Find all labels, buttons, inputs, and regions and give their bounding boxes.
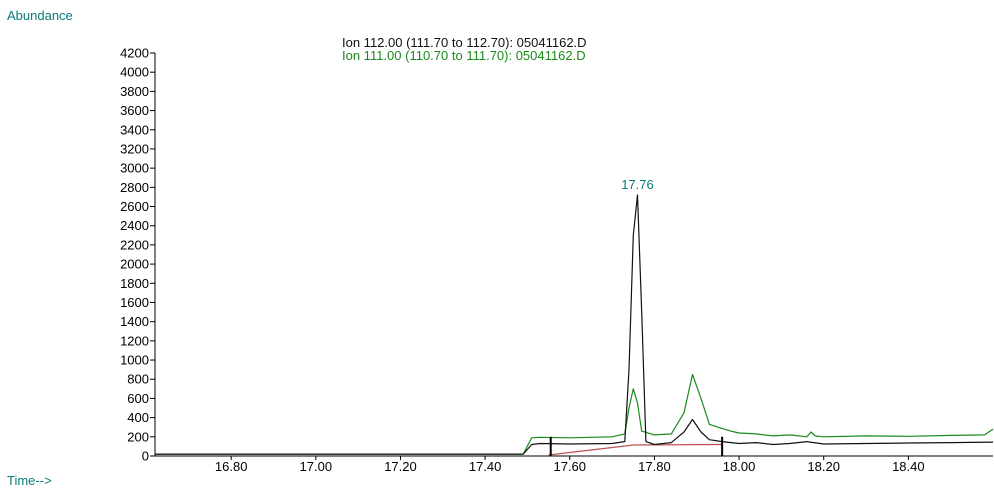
x-tick-label: 17.40 <box>469 459 502 474</box>
axes <box>154 53 993 457</box>
tick-marks: 0 200 400 600 800 1000 1200 1400 1600 1800 2000 220… <box>120 46 925 475</box>
series-line-1 <box>155 373 994 455</box>
y-tick-label: 2000 <box>120 257 149 272</box>
legend-entry-ion-111: Ion 111.00 (110.70 to 111.70): 05041162.… <box>342 48 586 63</box>
x-tick-label: 17.00 <box>300 459 333 474</box>
y-tick-label: 3000 <box>120 161 149 176</box>
x-tick-label: 18.40 <box>892 459 925 474</box>
y-tick-label: 3600 <box>120 103 149 118</box>
y-tick-label: 2200 <box>120 237 149 252</box>
y-tick-label: 800 <box>127 372 149 387</box>
annotations: 17.76 <box>549 177 724 456</box>
y-tick-label: 3400 <box>120 122 149 137</box>
legend-entry-ion-112: Ion 112.00 (111.70 to 112.70): 05041162.… <box>342 35 587 50</box>
x-tick-label: 18.20 <box>807 459 840 474</box>
y-tick-label: 2400 <box>120 218 149 233</box>
y-tick-label: 1200 <box>120 333 149 348</box>
series-line-0 <box>155 194 994 455</box>
y-tick-label: 1600 <box>120 295 149 310</box>
y-tick-label: 400 <box>127 410 149 425</box>
x-tick-label: 17.20 <box>384 459 417 474</box>
x-tick-label: 16.80 <box>215 459 248 474</box>
series-line-2 <box>548 443 723 456</box>
y-tick-label: 1800 <box>120 276 149 291</box>
x-tick-label: 18.00 <box>723 459 756 474</box>
y-tick-label: 200 <box>127 429 149 444</box>
y-tick-label: 0 <box>142 449 149 464</box>
y-tick-label: 4200 <box>120 46 149 61</box>
legend: Ion 112.00 (111.70 to 112.70): 05041162.… <box>342 36 587 62</box>
y-tick-label: 600 <box>127 391 149 406</box>
y-tick-label: 3800 <box>120 84 149 99</box>
x-tick-label: 17.60 <box>553 459 586 474</box>
y-tick-label: 1400 <box>120 314 149 329</box>
y-tick-label: 2800 <box>120 180 149 195</box>
y-tick-label: 3200 <box>120 141 149 156</box>
y-tick-label: 1000 <box>120 353 149 368</box>
x-axis-title: Time--> <box>7 473 52 488</box>
peak-label: 17.76 <box>621 177 654 192</box>
x-tick-label: 17.80 <box>638 459 671 474</box>
y-axis-title: Abundance <box>7 8 73 23</box>
y-tick-label: 2600 <box>120 199 149 214</box>
y-tick-label: 4000 <box>120 65 149 80</box>
series-lines <box>155 194 994 456</box>
